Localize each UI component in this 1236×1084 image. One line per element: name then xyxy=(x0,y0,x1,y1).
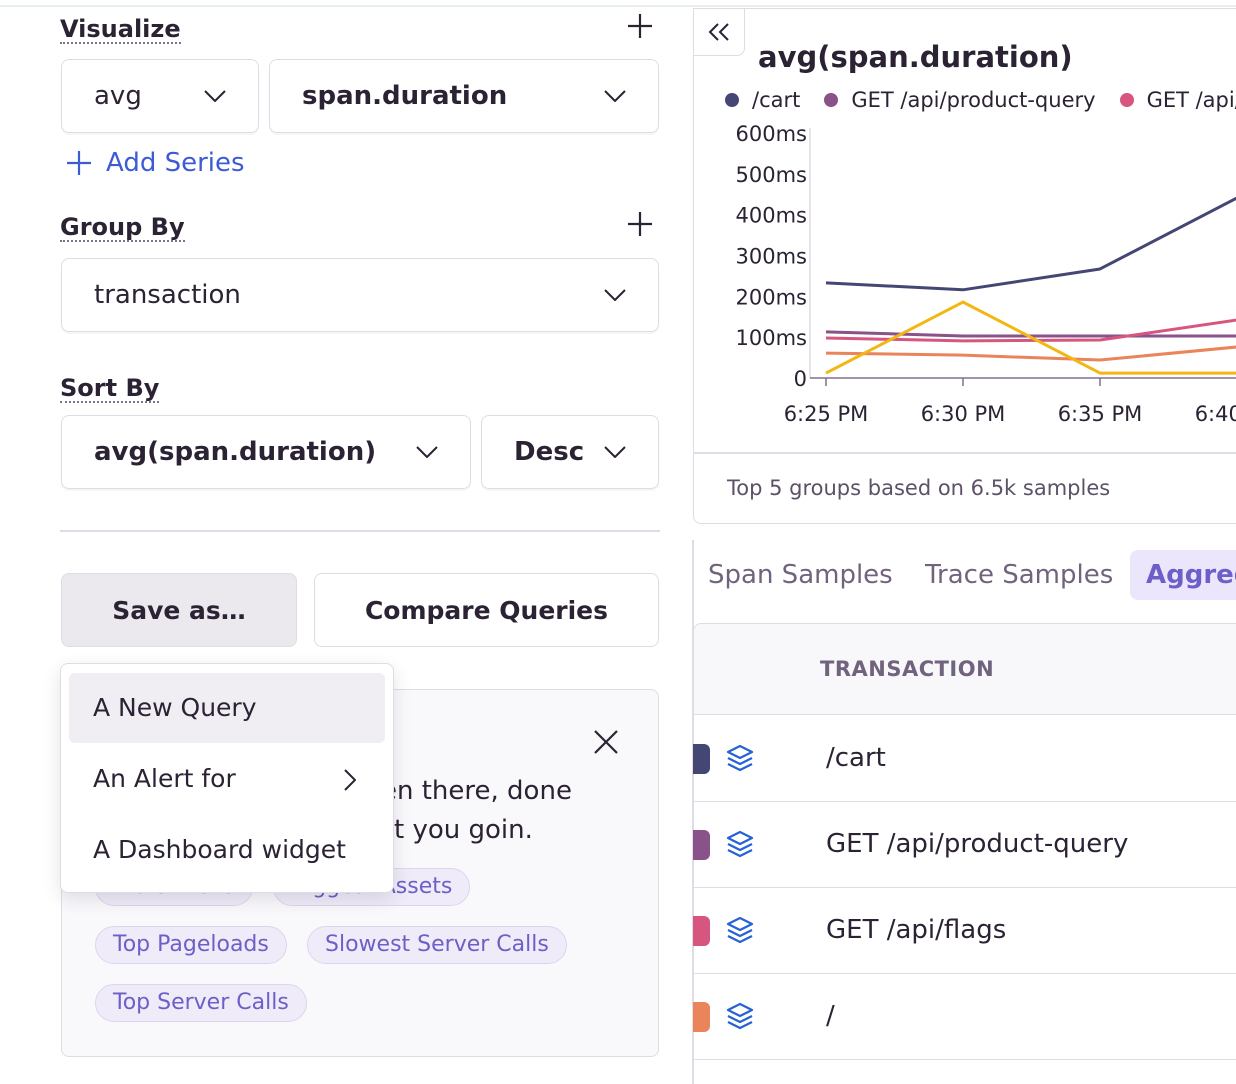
table-row: / xyxy=(693,973,1236,1060)
tip-text: en there, done xyxy=(381,776,572,806)
compare-button[interactable]: Compare Queries xyxy=(314,573,659,647)
sort-order-value: Desc xyxy=(514,437,585,467)
tab[interactable]: Span Samples xyxy=(708,560,893,590)
menu-item[interactable]: A New Query xyxy=(69,673,385,743)
series-line xyxy=(825,345,1236,362)
top-border xyxy=(0,5,1236,7)
row-color xyxy=(693,916,710,946)
chart-card xyxy=(693,8,1236,524)
save-as-button[interactable]: Save as… xyxy=(61,573,297,647)
visualize-label: Visualize xyxy=(60,15,181,44)
series-line xyxy=(825,318,1236,343)
sort-by-label: Sort By xyxy=(60,374,160,403)
icon-shape xyxy=(726,916,754,944)
add-series[interactable]: Add Series xyxy=(66,148,245,178)
x-tick-label: 6:30 PM xyxy=(921,402,1006,426)
y-tick-label: 0 xyxy=(794,367,807,391)
x-tick-label: 6:40 PM xyxy=(1195,402,1236,426)
legend-label: GET /api/product-query xyxy=(851,88,1096,112)
x-tick-label: 6:35 PM xyxy=(1058,402,1143,426)
row-transaction: /cart xyxy=(826,743,886,773)
x-tick-label: 6:25 PM xyxy=(784,402,869,426)
chart-footer: Top 5 groups based on 6.5k samples xyxy=(727,476,1111,500)
legend-item: /cart xyxy=(725,86,800,114)
y-tick-label: 400ms xyxy=(736,204,807,228)
submenu-chevron xyxy=(344,769,356,791)
add-series-text: Add Series xyxy=(106,148,245,178)
table-row: GET /api/product-query xyxy=(693,801,1236,888)
table-row: /cart xyxy=(693,715,1236,802)
row-icon[interactable] xyxy=(725,829,755,859)
table-row: GET /api/flags xyxy=(693,887,1236,974)
row-color xyxy=(693,1002,710,1032)
sort-field-value: avg(span.duration) xyxy=(94,437,377,467)
legend-item: GET /api/flags xyxy=(1119,86,1236,114)
row-color xyxy=(693,830,710,860)
collapse-button[interactable] xyxy=(693,8,745,56)
close-tip[interactable] xyxy=(593,729,619,755)
legend-swatch xyxy=(824,93,839,107)
row-transaction: GET /api/product-query xyxy=(826,829,1129,859)
group-by-label: Group By xyxy=(60,213,185,242)
sort-field-select[interactable]: avg(span.duration) xyxy=(61,415,471,489)
legend: /cart GET /api/product-query GET /api/flag… xyxy=(725,86,1236,114)
y-tick-label: 200ms xyxy=(736,285,807,309)
chart-title: avg(span.duration) xyxy=(758,40,1073,74)
sort-order-select[interactable]: Desc xyxy=(481,415,659,489)
group-by-value: transaction xyxy=(94,280,241,310)
add-visualize[interactable] xyxy=(627,13,653,39)
row-transaction: / xyxy=(826,1001,835,1031)
legend-label: /cart xyxy=(752,88,801,112)
icon-shape xyxy=(726,1002,754,1030)
legend-swatch xyxy=(725,93,739,107)
tab[interactable]: Trace Samples xyxy=(925,560,1114,590)
menu-item[interactable]: An Alert for xyxy=(93,764,236,793)
field-value: span.duration xyxy=(302,81,508,111)
row-color xyxy=(693,744,710,774)
series-line xyxy=(825,196,1236,292)
series-line xyxy=(825,300,1236,375)
legend-swatch xyxy=(1119,93,1134,107)
legend-item: GET /api/product-query xyxy=(824,86,1096,114)
table-header: TRANSACTION xyxy=(693,623,1236,715)
y-tick-label: 500ms xyxy=(736,163,807,187)
panel-edge xyxy=(692,540,694,1084)
row-transaction: GET /api/flags xyxy=(826,915,1007,945)
function-value: avg xyxy=(94,81,142,111)
tip-text: t you goin. xyxy=(394,815,533,845)
suggestion-chip[interactable]: Top Pageloads xyxy=(95,926,287,964)
row-icon[interactable] xyxy=(725,743,755,773)
series-line xyxy=(825,330,1236,338)
y-tick-label: 100ms xyxy=(736,326,807,350)
add-group-by[interactable] xyxy=(627,211,653,237)
legend-label: GET /api/flags xyxy=(1146,88,1236,112)
divider xyxy=(60,530,660,532)
row-icon[interactable] xyxy=(725,915,755,945)
save-menu: A New Query An Alert for A Dashboard wid… xyxy=(60,663,394,893)
group-by-select[interactable]: transaction xyxy=(61,258,659,332)
icon-shape xyxy=(726,830,754,858)
suggestion-chip[interactable]: Slowest Server Calls xyxy=(307,926,567,964)
chart: 0 100ms 200ms 300ms 400ms 500ms 600ms 6:25 PM 6:… xyxy=(736,122,1236,426)
icon-shape xyxy=(726,744,754,772)
function-select[interactable]: avg xyxy=(61,59,259,133)
menu-item[interactable]: A Dashboard widget xyxy=(93,835,346,864)
y-tick-label: 600ms xyxy=(736,122,807,146)
row-icon[interactable] xyxy=(725,1001,755,1031)
y-tick-label: 300ms xyxy=(736,245,807,269)
chart-footer-divider xyxy=(693,452,1236,454)
suggestion-chip[interactable]: Top Server Calls xyxy=(95,984,307,1022)
field-select[interactable]: span.duration xyxy=(269,59,659,133)
tab-active[interactable]: Aggregates xyxy=(1130,550,1236,600)
column-header: TRANSACTION xyxy=(820,657,995,681)
